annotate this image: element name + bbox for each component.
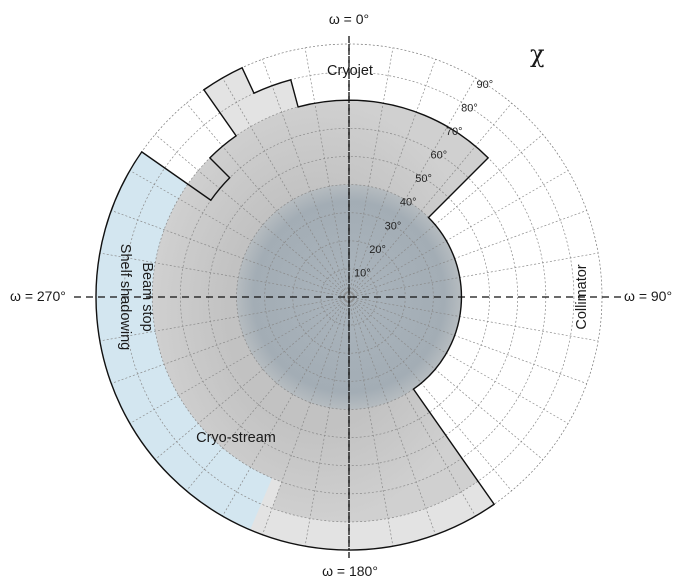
- omega-axes: [74, 36, 622, 558]
- omega-label-90: ω = 90°: [624, 288, 672, 304]
- omega-label-180: ω = 180°: [322, 563, 378, 579]
- chi-tick-60: 60°: [431, 150, 448, 162]
- chi-tick-labels: 10° 20° 30° 40° 50° 60° 70° 80° 90°: [354, 79, 493, 280]
- shelf-shadowing-label: Shelf shadowing: [117, 244, 133, 350]
- omega-label-0: ω = 0°: [329, 11, 369, 27]
- chi-tick-20: 20°: [369, 244, 386, 256]
- chi-tick-30: 30°: [385, 220, 402, 232]
- cryojet-label: Cryojet: [327, 63, 373, 79]
- chi-tick-70: 70°: [446, 126, 463, 138]
- omega-label-270: ω = 270°: [10, 288, 66, 304]
- beam-stop-label: Beam stop: [139, 262, 155, 331]
- chi-symbol: χ: [530, 40, 545, 68]
- accessible-region-outline: [95, 66, 496, 551]
- collimator-label: Collimator: [574, 264, 590, 329]
- chi-tick-90: 90°: [476, 79, 493, 91]
- chi-tick-50: 50°: [415, 173, 432, 185]
- chi-tick-40: 40°: [400, 197, 417, 209]
- chi-tick-80: 80°: [461, 102, 478, 114]
- cryo-stream-label: Cryo-stream: [196, 430, 276, 446]
- chi-tick-10: 10°: [354, 267, 371, 279]
